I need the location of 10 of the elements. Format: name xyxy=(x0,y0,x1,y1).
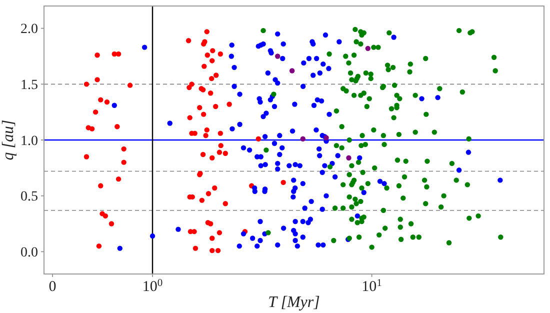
x-tick-label: 10$^{1}$ xyxy=(362,278,382,295)
x-axis-title: T [Myr] xyxy=(268,294,320,311)
x-tick-label: 0 xyxy=(48,279,56,295)
y-tick-label: 0.5 xyxy=(20,190,38,205)
y-tick-label: 1.0 xyxy=(20,134,38,149)
y-tick-label: 0.0 xyxy=(20,246,38,261)
x-tick-label: 10$^{0}$ xyxy=(142,278,163,295)
y-tick-label: 1.5 xyxy=(20,78,38,94)
y-axis-title: q [au] xyxy=(0,120,17,160)
y-tick-label: 2.0 xyxy=(20,22,38,38)
